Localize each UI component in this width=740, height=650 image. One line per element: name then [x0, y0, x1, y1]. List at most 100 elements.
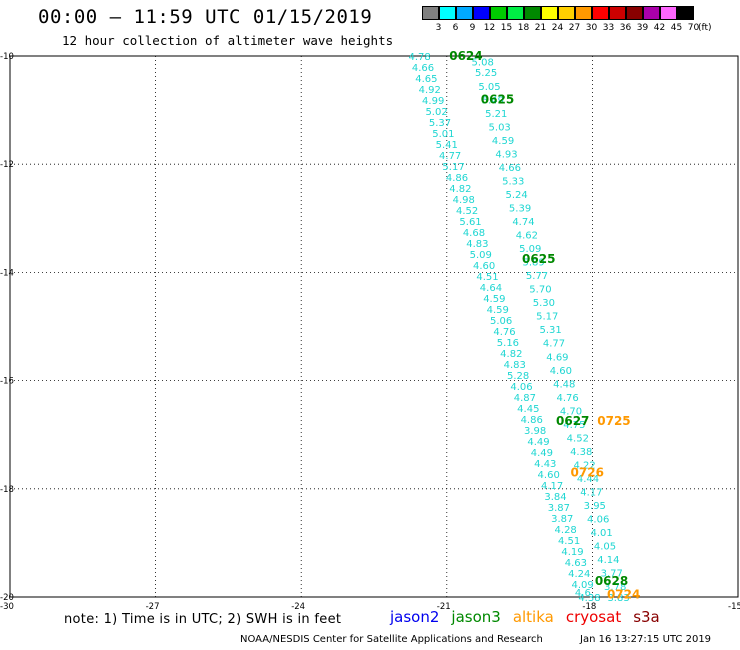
color-legend: 3 6 9 12 15 18 21 24 27 30 33 36 39 42 45 70 (ft) [422, 6, 728, 36]
latitude-tick-label: -20 [0, 593, 14, 603]
wave-height-value: 4.51 [558, 536, 580, 547]
latitude-tick-label: -18 [0, 485, 14, 495]
wave-height-value: 4.28 [555, 525, 577, 536]
wave-height-value: 4.86 [521, 415, 543, 426]
units-note: note: 1) Time is in UTC; 2) SWH is in fe… [64, 612, 342, 627]
latitude-tick-label: -10 [0, 52, 14, 62]
wave-height-value: 4.63 [565, 558, 587, 569]
wave-height-value: 4.05 [594, 542, 616, 553]
legend-label: 33 [602, 23, 615, 33]
wave-height-value: 5.39 [509, 203, 531, 214]
axis-ticks: -30 -27 -24 -21 -18 -15 -10 -12 -14 -16 -18 -20 [0, 52, 740, 612]
legend-label: 15 [500, 23, 513, 33]
wave-height-value: 4.01 [590, 528, 612, 539]
wave-height-value: 4.44 [577, 474, 599, 485]
wave-height-value: 3.77 [601, 569, 623, 580]
wave-height-value: 4.49 [527, 437, 549, 448]
wave-height-value: 4.17 [541, 481, 563, 492]
wave-height-value: 4.82 [449, 184, 471, 195]
wave-height-value: 4.24 [568, 569, 590, 580]
wave-height-value: 5.03 [489, 122, 511, 133]
wave-height-value: 4.51 [476, 272, 498, 283]
legend-swatch [626, 6, 643, 20]
wave-height-value: 4.19 [561, 547, 583, 558]
legend-swatch [541, 6, 558, 20]
legend-swatch [507, 6, 524, 20]
page-subtitle: 12 hour collection of altimeter wave hei… [62, 33, 394, 48]
legend-label: 9 [469, 23, 476, 33]
legend-label: 30 [585, 23, 598, 33]
wave-height-value: 5.28 [507, 371, 529, 382]
wave-height-value: 3.78 [604, 582, 626, 593]
wave-height-value: 4.77 [439, 151, 461, 162]
wave-height-value: 4.87 [514, 393, 536, 404]
wave-height-value: 5.01 [432, 129, 454, 140]
wave-height-value: 4.59 [492, 136, 514, 147]
legend-label: 42 [653, 23, 666, 33]
legend-swatch [490, 6, 507, 20]
wave-height-value: 4.68 [463, 228, 485, 239]
wave-height-value: 4.38 [570, 447, 592, 458]
legend-label: 27 [568, 23, 581, 33]
wave-height-value: 4.06 [510, 382, 532, 393]
legend-swatch [660, 6, 677, 20]
wave-height-value: 5.41 [436, 140, 458, 151]
pass-time-label: 0724 [607, 587, 640, 601]
wave-height-value: 4.75 [563, 420, 585, 431]
pass-time-label: 0627 [556, 414, 589, 428]
satellite-jason2: jason2 [390, 608, 440, 626]
wave-height-value: 4.78 [408, 52, 430, 63]
legend-label: 39 [636, 23, 649, 33]
wave-height-value: 5.70 [529, 285, 551, 296]
pass-time-label: 0628 [595, 574, 628, 588]
wave-height-value: 4.52 [456, 206, 478, 217]
pass-time-label: 0625 [481, 92, 514, 106]
footer-timestamp: Jan 16 13:27:15 UTC 2019 [580, 634, 712, 645]
wave-height-value: 3.83 [607, 593, 629, 604]
legend-swatch [473, 6, 490, 20]
wave-height-value: 4.60 [473, 261, 495, 272]
legend-label: 3 [435, 23, 442, 33]
satellite-s3a: s3a [633, 608, 660, 626]
satellite-altika: altika [512, 608, 554, 626]
wave-height-value: 3.87 [548, 503, 570, 514]
wave-height-value: 4.45 [517, 404, 539, 415]
wave-height-value: 5.49 [482, 95, 504, 106]
wave-height-value: 5.02 [425, 107, 447, 118]
wave-height-value: 5.16 [497, 338, 519, 349]
wave-height-value: 4.6 [575, 588, 591, 599]
page-title: 00:00 – 11:59 UTC 01/15/2019 [38, 6, 373, 28]
satellite-cryosat: cryosat [565, 608, 622, 626]
legend-swatch [643, 6, 660, 20]
pass-time-label: 0726 [571, 466, 604, 480]
wave-height-value: 4.06 [587, 515, 609, 526]
pass-time-label: 0725 [597, 414, 630, 428]
legend-swatch [592, 6, 609, 20]
longitude-tick-label: -15 [728, 602, 740, 612]
wave-height-value: 5.08 [472, 57, 494, 68]
map-frame [9, 55, 739, 598]
latitude-tick-label: -12 [0, 160, 14, 170]
wave-height-value: 5.61 [459, 217, 481, 228]
satellite-jason3: jason3 [451, 608, 501, 626]
wave-height-value: 4.93 [495, 149, 517, 160]
wave-height-value: 4.49 [531, 448, 553, 459]
wave-height-value: 4.82 [500, 349, 522, 360]
wave-height-value: 5.21 [485, 109, 507, 120]
wave-height-value: 5.24 [506, 190, 528, 201]
wave-height-value: 4.17 [580, 488, 602, 499]
wave-height-value: 4.92 [419, 85, 441, 96]
wave-height-value: 4.43 [534, 459, 556, 470]
wave-height-value: 4.52 [567, 433, 589, 444]
longitude-tick-label: -21 [437, 602, 451, 612]
wave-height-value: 3.98 [524, 426, 546, 437]
legend-swatch [609, 6, 626, 20]
legend-unit: (ft) [698, 23, 712, 33]
legend-swatch [456, 6, 473, 20]
longitude-tick-label: -30 [0, 602, 14, 612]
map-gridlines [10, 56, 738, 597]
wave-height-value: 5.09 [519, 244, 541, 255]
wave-height-value: 4.60 [550, 366, 572, 377]
